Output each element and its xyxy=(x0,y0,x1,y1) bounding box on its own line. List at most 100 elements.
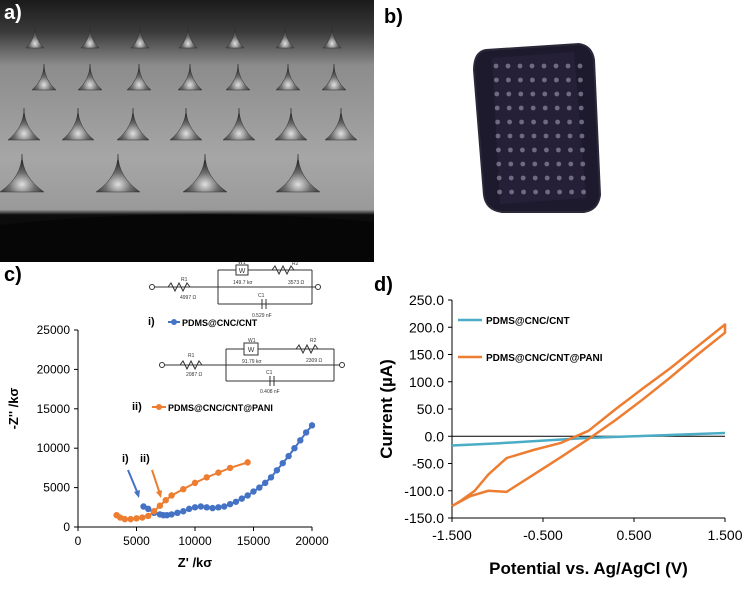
data-point xyxy=(139,514,146,521)
sample-dot xyxy=(532,147,537,153)
data-point xyxy=(168,492,175,499)
microneedle xyxy=(178,25,198,49)
legend-label-pani: PDMS@CNC/CNT@PANI xyxy=(486,353,603,364)
sample-dot xyxy=(518,105,524,111)
sample-dot xyxy=(519,133,525,139)
data-point xyxy=(127,515,134,523)
microneedle xyxy=(222,107,256,141)
sample-dot xyxy=(568,147,573,153)
microneedle xyxy=(61,107,95,141)
data-point xyxy=(150,508,158,515)
annotation-arrows: i) ii) xyxy=(122,453,162,498)
microneedle xyxy=(31,63,57,91)
sample-dot xyxy=(580,175,586,181)
cv-series xyxy=(451,323,727,508)
cv-axes: -150.0 -100.0 -50.0 0.0 50.0 100.0 150.0 200.0 2… xyxy=(377,292,743,578)
sample-dot xyxy=(518,91,524,97)
series-line xyxy=(451,323,727,508)
microneedle xyxy=(275,63,301,91)
sample-dot xyxy=(581,189,586,195)
sample-dot xyxy=(496,175,502,181)
circuit-i-diagram: W R1 4997 Ω W1 149.7 kσ R2 3573 Ω C1 0.5… xyxy=(149,260,321,319)
y-tick-label: 150.0 xyxy=(409,347,444,363)
data-point xyxy=(232,498,240,505)
series-line xyxy=(143,424,313,517)
sample-dot xyxy=(530,91,536,97)
sample-dot xyxy=(568,175,574,181)
data-point xyxy=(262,479,269,487)
microneedle xyxy=(77,63,103,91)
y-tick-label: 50.0 xyxy=(417,401,444,417)
sample-dot xyxy=(569,189,574,195)
sample-dot xyxy=(496,161,502,167)
circuit-i-c-name: C1 xyxy=(258,293,265,299)
sample-dot xyxy=(577,63,583,69)
x-tick-label: 10000 xyxy=(178,534,212,548)
sample-dot xyxy=(557,189,562,195)
data-point xyxy=(291,445,298,452)
circuit-i-r1-name: R1 xyxy=(181,277,188,283)
x-tick-label: 15000 xyxy=(237,534,271,548)
panel-label-b: b) xyxy=(384,6,403,28)
sample-dot xyxy=(543,119,548,125)
data-point xyxy=(156,502,164,509)
sample-dot xyxy=(495,119,500,125)
nyquist-plot: 0 5000 10000 15000 20000 0 5000 10000 15000 20000… xyxy=(6,260,345,570)
circuit-i-w-name: W1 xyxy=(238,262,246,266)
sample-dot xyxy=(495,133,501,139)
sample-dot xyxy=(517,63,523,69)
microneedle xyxy=(321,63,347,91)
data-point xyxy=(180,508,187,515)
data-point xyxy=(226,464,234,472)
annotation-i: i) xyxy=(122,453,129,465)
arrow-i xyxy=(127,469,139,495)
legend-item-i: i) PDMS@CNC/CNT xyxy=(148,316,258,328)
sample-dot xyxy=(509,189,514,195)
sample-dot xyxy=(578,105,584,111)
sample-dot xyxy=(494,105,500,111)
sample-dot xyxy=(532,161,538,167)
sample-dot xyxy=(544,175,550,181)
circuit-ii-r2-value: 2309 Ω xyxy=(306,358,323,364)
y-tick-label: 15000 xyxy=(37,402,71,416)
sample-dot xyxy=(543,133,549,139)
sample-dot xyxy=(541,63,547,69)
sample-dot xyxy=(508,175,514,181)
circuit-i-r2-value: 3573 Ω xyxy=(288,280,305,286)
sample-dot xyxy=(531,119,536,125)
sample-dot xyxy=(506,77,511,83)
legend-marker-ii: ii) xyxy=(132,401,142,413)
x-axis-label: Potential vs. Ag/AgCl (V) xyxy=(489,559,688,578)
microneedle-array xyxy=(0,25,358,193)
y-tick-label: 200.0 xyxy=(409,319,444,335)
sample-photo xyxy=(374,0,749,262)
x-tick-label: 1.500 xyxy=(707,527,742,543)
panel-label-d: d) xyxy=(374,274,393,296)
data-point xyxy=(273,467,281,474)
legend-item-ii: ii) PDMS@CNC/CNT@PANI xyxy=(132,401,273,413)
sample-dot xyxy=(556,175,562,181)
circuit-ii-c-name: C1 xyxy=(266,370,273,376)
svg-text:W: W xyxy=(239,268,246,275)
microneedle xyxy=(116,107,150,141)
microneedle xyxy=(324,107,358,141)
microneedle xyxy=(7,107,41,141)
legend-label-cnt: PDMS@CNC/CNT xyxy=(486,316,570,327)
data-point xyxy=(297,437,304,444)
y-tick-label: 0 xyxy=(63,520,70,534)
sample-dot xyxy=(544,161,550,167)
legend-marker-i: i) xyxy=(148,316,155,328)
sample-dot xyxy=(566,91,572,97)
data-point xyxy=(185,505,193,513)
y-tick-label: 0.0 xyxy=(425,428,445,444)
sample-dot xyxy=(542,105,548,111)
x-tick-label: 0 xyxy=(75,534,82,548)
nyquist-series xyxy=(113,422,316,523)
microneedle xyxy=(80,25,100,49)
x-tick-label: -1.500 xyxy=(432,527,472,543)
sample-dot xyxy=(508,161,514,167)
data-point xyxy=(203,504,210,511)
photo-panel: b) xyxy=(374,0,749,262)
sample-dot xyxy=(542,77,547,83)
microneedle xyxy=(275,153,321,193)
